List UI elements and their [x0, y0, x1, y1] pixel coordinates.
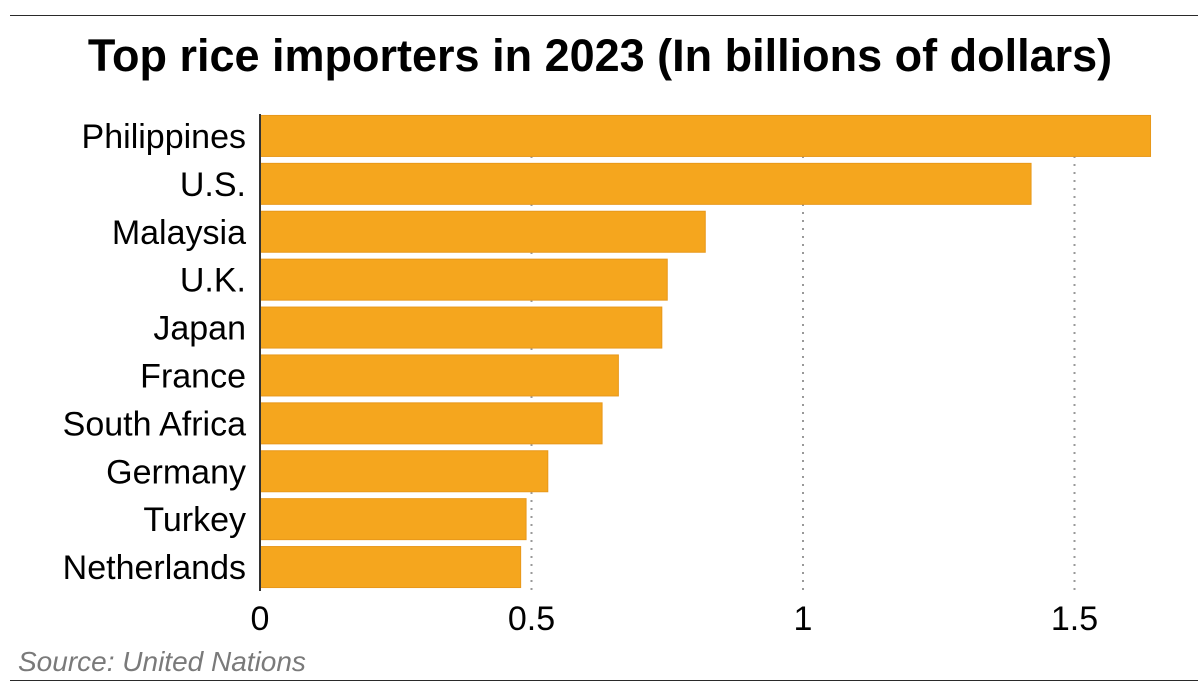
bar-malaysia — [259, 210, 706, 253]
category-label: France — [140, 357, 246, 395]
category-label: South Africa — [63, 405, 246, 443]
category-label: Netherlands — [63, 549, 246, 587]
category-label: Germany — [106, 453, 246, 491]
bar-netherlands — [259, 546, 522, 589]
bar-south-africa — [259, 402, 603, 445]
x-tick-label: 0.5 — [508, 600, 555, 638]
bar-turkey — [259, 498, 527, 541]
x-tick-label: 1.5 — [1051, 600, 1098, 638]
chart-title: Top rice importers in 2023 (In billions … — [87, 30, 1113, 81]
category-label: Japan — [153, 310, 246, 348]
bottom-rule — [10, 680, 1198, 681]
bar-france — [259, 354, 619, 397]
x-tick-label: 1 — [794, 600, 813, 638]
source-note: Source: United Nations — [18, 646, 306, 677]
bar-philippines — [259, 114, 1152, 157]
category-label: Turkey — [143, 501, 246, 539]
category-label: Philippines — [82, 118, 246, 156]
bar-u-k — [259, 258, 668, 301]
bar-u-s — [259, 162, 1032, 205]
top-rule — [10, 15, 1198, 16]
category-label: U.S. — [180, 166, 246, 204]
bar-germany — [259, 450, 549, 493]
category-label: U.K. — [180, 262, 246, 300]
x-tick-label: 0 — [251, 600, 270, 638]
bar-japan — [259, 306, 663, 349]
category-label: Malaysia — [112, 214, 246, 252]
